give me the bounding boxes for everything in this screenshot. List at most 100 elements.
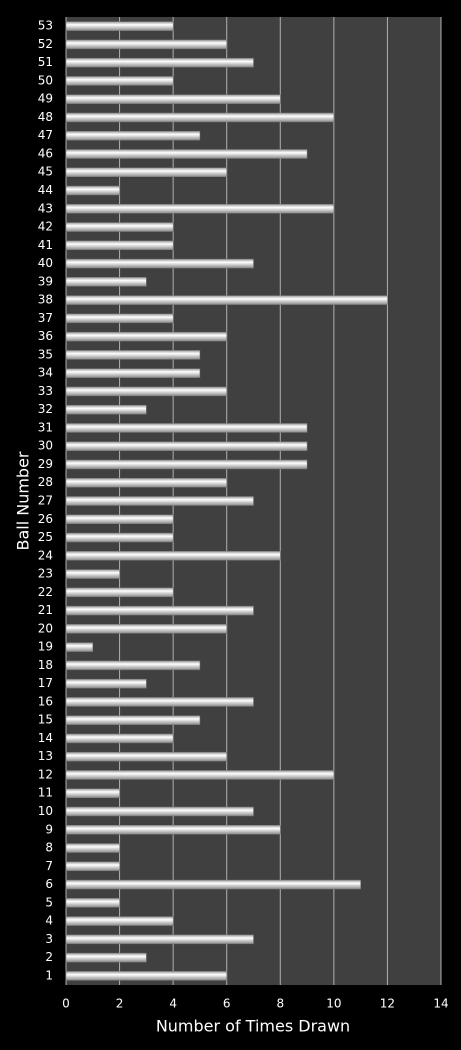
bar [65, 825, 281, 835]
y-tick-label: 37 [38, 311, 53, 325]
y-tick-label: 5 [45, 895, 53, 909]
y-tick-label: 42 [38, 220, 53, 234]
bar [65, 806, 254, 817]
bar [65, 733, 174, 744]
y-tick-label: 14 [38, 731, 53, 745]
x-tick-label: 8 [276, 997, 284, 1011]
bar [65, 130, 201, 141]
y-tick-label: 30 [38, 439, 53, 453]
bar [65, 477, 227, 488]
y-tick-label: 15 [38, 713, 53, 727]
bar [65, 94, 281, 104]
y-tick-label: 16 [38, 694, 53, 708]
bar [65, 386, 227, 397]
y-tick-label: 52 [38, 37, 53, 51]
y-tick-label: 45 [38, 165, 53, 179]
y-tick-label: 28 [38, 475, 53, 489]
bar [65, 624, 227, 634]
y-tick-label: 1 [45, 968, 53, 982]
bar [65, 185, 120, 196]
y-tick-label: 25 [38, 530, 53, 544]
bar [65, 112, 335, 123]
y-tick-label: 24 [38, 548, 53, 562]
y-tick-label: 44 [38, 183, 53, 197]
y-tick-label: 35 [38, 347, 53, 361]
y-tick-label: 20 [38, 621, 53, 635]
bar [65, 843, 120, 853]
y-tick-label: 12 [38, 767, 53, 781]
bar [65, 496, 254, 506]
x-tick-label: 0 [62, 997, 70, 1011]
bar [65, 459, 308, 470]
y-tick-label: 46 [38, 146, 53, 160]
y-tick-label: 3 [45, 932, 53, 946]
y-tick-label: 38 [38, 293, 53, 307]
bar [65, 569, 120, 579]
bar [65, 76, 174, 86]
bar [65, 313, 174, 324]
y-tick-label: 39 [38, 274, 53, 288]
bar [65, 204, 335, 214]
x-tick-label: 14 [433, 997, 448, 1011]
bar [65, 770, 335, 780]
bar [65, 57, 254, 68]
y-tick-label: 34 [38, 366, 53, 380]
y-tick-label: 4 [45, 914, 53, 928]
bar [65, 879, 361, 890]
y-tick-label: 22 [38, 585, 53, 599]
bar [65, 331, 227, 342]
y-tick-label: 50 [38, 73, 53, 87]
y-tick-label: 51 [38, 55, 53, 69]
bar [65, 642, 94, 652]
y-tick-label: 31 [38, 420, 53, 434]
bar [65, 660, 201, 671]
bar [65, 788, 120, 798]
bar [65, 21, 174, 31]
y-tick-label: 33 [38, 384, 53, 398]
y-tick-label: 21 [38, 603, 53, 617]
x-axis-title: Number of Times Drawn [156, 1017, 350, 1036]
x-tick-label: 4 [169, 997, 177, 1011]
bar [65, 697, 254, 707]
y-tick-label: 19 [38, 640, 53, 654]
bar [65, 149, 308, 159]
bar [65, 587, 174, 598]
x-tick-label: 10 [326, 997, 341, 1011]
bar [65, 898, 120, 908]
bar [65, 277, 147, 287]
bar [65, 240, 174, 251]
y-tick-label: 26 [38, 512, 53, 526]
bar [65, 532, 174, 543]
bar [65, 39, 227, 50]
x-tick-label: 6 [223, 997, 231, 1011]
y-tick-label: 2 [45, 950, 53, 964]
bar [65, 916, 174, 926]
bar [65, 167, 227, 177]
bar [65, 441, 308, 451]
bar [65, 295, 388, 305]
y-tick-label: 49 [38, 92, 53, 106]
y-tick-label: 43 [38, 201, 53, 215]
y-tick-label: 53 [38, 19, 53, 33]
y-tick-label: 23 [38, 567, 53, 581]
bar [65, 861, 120, 872]
bar [65, 934, 254, 945]
bar [65, 551, 281, 561]
y-tick-label: 36 [38, 329, 53, 343]
bar [65, 952, 147, 963]
y-tick-label: 48 [38, 110, 53, 124]
y-tick-label: 9 [45, 822, 53, 836]
bar [65, 222, 174, 232]
y-tick-label: 27 [38, 494, 53, 508]
bar [65, 715, 201, 725]
y-tick-label: 7 [45, 859, 53, 873]
bar [65, 678, 147, 689]
y-tick-label: 11 [38, 786, 53, 800]
y-tick-label: 18 [38, 658, 53, 672]
bar [65, 258, 254, 269]
bar [65, 971, 227, 981]
y-axis-title: Ball Number [14, 451, 33, 550]
y-tick-label: 10 [38, 804, 53, 818]
y-tick-label: 6 [45, 877, 53, 891]
